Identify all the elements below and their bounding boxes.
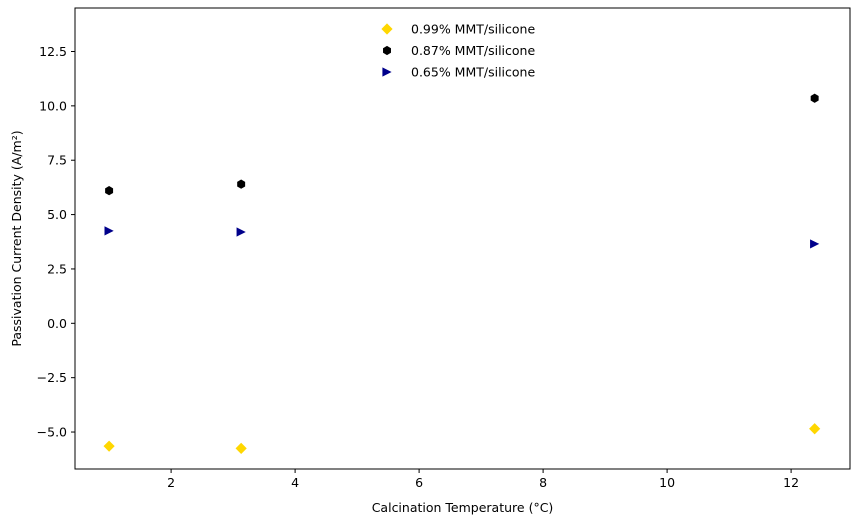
y-tick-label: 7.5 (47, 153, 67, 168)
y-tick-label: −2.5 (37, 370, 67, 385)
legend-label: 0.87% MMT/silicone (411, 43, 535, 58)
y-tick-label: 0.0 (47, 316, 67, 331)
y-tick-label: 12.5 (39, 44, 67, 59)
axes: 2 4 6 8 10 12 −5.0 −2.5 0.0 2.5 5.0 7.5 10.0 12.5 (37, 7, 851, 490)
legend-label: 0.65% MMT/silicone (411, 65, 535, 80)
legend-label: 0.99% MMT/silicone (411, 22, 535, 37)
x-axis-title: Calcination Temperature (°C) (372, 500, 554, 515)
legend-marker (383, 45, 391, 56)
data-point (103, 440, 115, 452)
x-tick-label: 10 (659, 475, 675, 490)
plot-area (103, 93, 821, 454)
y-tick-label: 10.0 (39, 98, 67, 113)
x-tick-label: 2 (167, 475, 175, 490)
data-point (810, 239, 820, 249)
data-point (235, 442, 247, 454)
data-point (809, 423, 821, 435)
data-point (104, 226, 114, 236)
data-point (237, 179, 246, 189)
axes-frame (74, 7, 851, 470)
x-tick-label: 8 (539, 475, 547, 490)
y-tick-label: −5.0 (37, 425, 67, 440)
y-tick-label: 5.0 (47, 207, 67, 222)
legend: 0.99% MMT/silicone 0.87% MMT/silicone 0.65… (381, 22, 535, 80)
data-point (105, 186, 114, 196)
y-tick-label: 2.5 (47, 261, 67, 276)
legend-marker (381, 23, 393, 35)
legend-marker (382, 67, 392, 77)
data-point (810, 93, 819, 103)
x-tick-label: 4 (291, 475, 299, 490)
y-axis-title: Passivation Current Density (A/m²) (9, 130, 24, 346)
x-tick-label: 12 (783, 475, 799, 490)
x-tick-label: 6 (415, 475, 423, 490)
data-point (236, 227, 246, 237)
